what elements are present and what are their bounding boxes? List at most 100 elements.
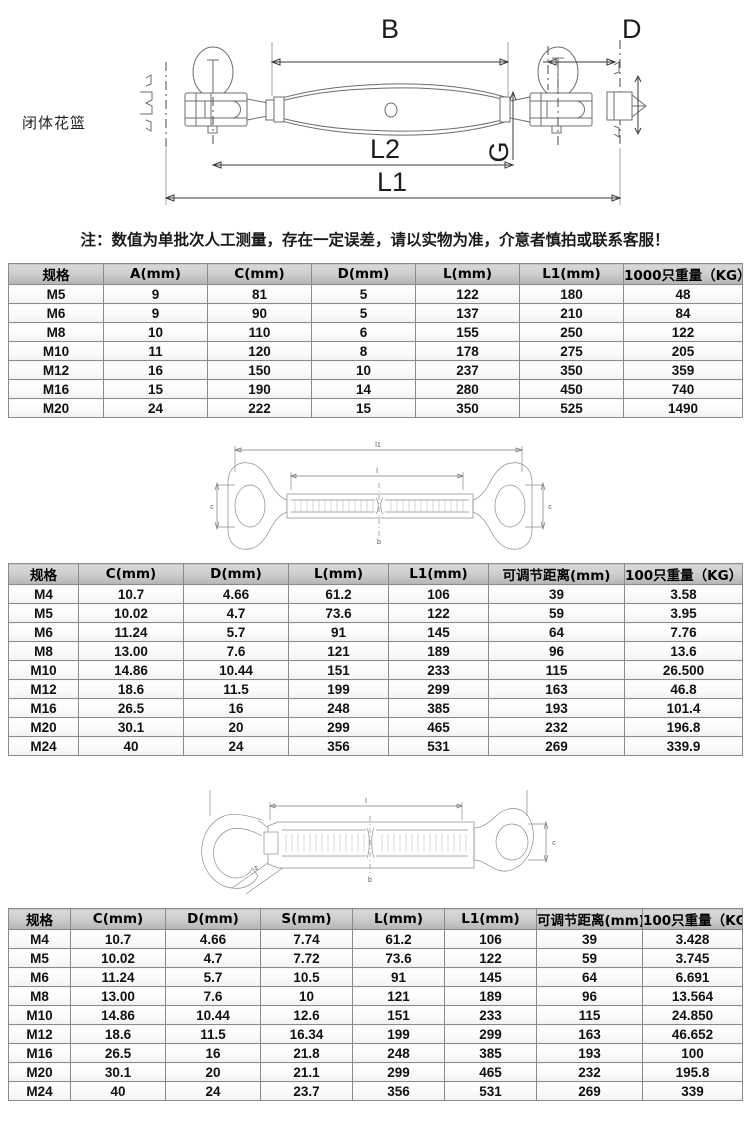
dimension-l: l — [269, 798, 463, 820]
column-header-1: 规格 — [8, 563, 79, 585]
dimension-c-label: c — [552, 840, 556, 847]
cell-spec: M5 — [8, 603, 79, 623]
cell-value: 531 — [444, 1081, 537, 1101]
eye-and-eye-turnbuckle-spec-table: 规格 C(mm) D(mm) L(mm) L1(mm) 可调节距离(mm) 100只重量（K… — [8, 563, 743, 756]
cell-spec: M16 — [8, 379, 104, 399]
cell-value: 237 — [415, 360, 520, 380]
cell-value: 13.00 — [78, 641, 184, 661]
cell-value: 5.7 — [165, 967, 261, 987]
cell-value: 24 — [165, 1081, 261, 1101]
cell-value: 40 — [70, 1081, 166, 1101]
cell-value: 46.652 — [642, 1024, 743, 1044]
table-row: M8 13.00 7.6 121 189 96 13.6 — [8, 641, 743, 661]
cell-spec: M20 — [8, 1062, 71, 1082]
cell-value: 26.500 — [624, 660, 743, 680]
cell-value: 14 — [311, 379, 416, 399]
cell-value: 150 — [207, 360, 312, 380]
cell-value: 10 — [311, 360, 416, 380]
cell-spec: M16 — [8, 1043, 71, 1063]
dimension-L2-label: L2 — [370, 134, 400, 164]
cell-value: 4.7 — [165, 948, 261, 968]
cell-value: 14.86 — [78, 660, 184, 680]
table-row: M5 10.02 4.7 7.72 73.6 122 59 3.745 — [8, 948, 743, 968]
cell-value: 155 — [415, 322, 520, 342]
cell-value: 39 — [536, 929, 643, 949]
cell-value: 339.9 — [624, 736, 743, 756]
column-header-4: L(mm) — [288, 563, 389, 585]
cell-value: 137 — [415, 303, 520, 323]
column-header-7: 可调节距离(mm) — [536, 908, 643, 930]
cell-value: 450 — [519, 379, 624, 399]
cell-value: 356 — [288, 736, 389, 756]
dimension-c-right: c — [525, 481, 552, 531]
cell-value: 151 — [288, 660, 389, 680]
diagram1-label: 闭体花篮 — [22, 114, 87, 132]
cell-value: 121 — [352, 986, 445, 1006]
cell-value: 210 — [519, 303, 624, 323]
cell-value: 9 — [103, 284, 208, 304]
cell-spec: M6 — [8, 303, 104, 323]
right-jaw-fitting — [509, 46, 593, 148]
dimension-L2: L2 — [211, 134, 515, 169]
table-row: M10 14.86 10.44 12.6 151 233 115 24.850 — [8, 1005, 743, 1025]
cell-spec: M10 — [8, 1005, 71, 1025]
cell-value: 84 — [623, 303, 743, 323]
cell-value: 7.6 — [183, 641, 289, 661]
cell-value: 120 — [207, 341, 312, 361]
table-row: M5 10.02 4.7 73.6 122 59 3.95 — [8, 603, 743, 623]
table-row: M8 10 110 6 155 250 122 — [8, 322, 743, 342]
dimension-D: D — [543, 14, 642, 66]
cell-spec: M20 — [8, 717, 79, 737]
cell-value: 205 — [623, 341, 743, 361]
cell-value: 3.428 — [642, 929, 743, 949]
table-row: M12 16 150 10 237 350 359 — [8, 360, 743, 380]
cell-value: 233 — [388, 660, 489, 680]
cell-value: 531 — [388, 736, 489, 756]
cell-value: 6.691 — [642, 967, 743, 987]
cell-value: 24 — [183, 736, 289, 756]
column-header-1: 规格 — [8, 263, 104, 285]
cell-value: 12.6 — [260, 1005, 353, 1025]
cell-value: 189 — [444, 986, 537, 1006]
cell-value: 16.34 — [260, 1024, 353, 1044]
cell-value: 3.95 — [624, 603, 743, 623]
cell-value: 280 — [415, 379, 520, 399]
cell-value: 145 — [444, 967, 537, 987]
cell-value: 106 — [444, 929, 537, 949]
cell-spec: M10 — [8, 660, 79, 680]
cell-value: 5 — [311, 303, 416, 323]
column-header-1: 规格 — [8, 908, 71, 930]
cell-value: 16 — [103, 360, 208, 380]
dimension-c-left: c — [210, 481, 235, 531]
cell-value: 740 — [623, 379, 743, 399]
cell-value: 8 — [311, 341, 416, 361]
cell-value: 26.5 — [70, 1043, 166, 1063]
dimension-b-label: b — [368, 877, 372, 884]
table-row: M10 11 120 8 178 275 205 — [8, 341, 743, 361]
cell-value: 193 — [536, 1043, 643, 1063]
column-header-3: D(mm) — [165, 908, 261, 930]
table-row: M12 18.6 11.5 199 299 163 46.8 — [8, 679, 743, 699]
turnbuckle-body-open — [263, 821, 475, 869]
cell-value: 106 — [388, 584, 489, 604]
table-row: M24 40 24 23.7 356 531 269 339 — [8, 1081, 743, 1101]
cell-value: 232 — [488, 717, 625, 737]
cell-value: 23.7 — [260, 1081, 353, 1101]
column-header-7: 100只重量（KG） — [624, 563, 743, 585]
dimension-l1: l1 — [233, 442, 524, 472]
cell-value: 6 — [311, 322, 416, 342]
cell-value: 163 — [536, 1024, 643, 1044]
cell-value: 525 — [519, 398, 624, 418]
column-header-4: D(mm) — [311, 263, 416, 285]
dimension-l: l — [290, 468, 464, 490]
column-header-7: 1000只重量（KG） — [623, 263, 743, 285]
dimension-c: c — [528, 820, 556, 864]
cell-value: 4.66 — [183, 584, 289, 604]
cell-value: 16 — [183, 698, 289, 718]
cell-value: 64 — [488, 622, 625, 642]
cell-value: 24 — [103, 398, 208, 418]
cell-value: 7.76 — [624, 622, 743, 642]
cell-value: 465 — [388, 717, 489, 737]
cell-value: 9 — [103, 303, 208, 323]
cell-value: 15 — [311, 398, 416, 418]
